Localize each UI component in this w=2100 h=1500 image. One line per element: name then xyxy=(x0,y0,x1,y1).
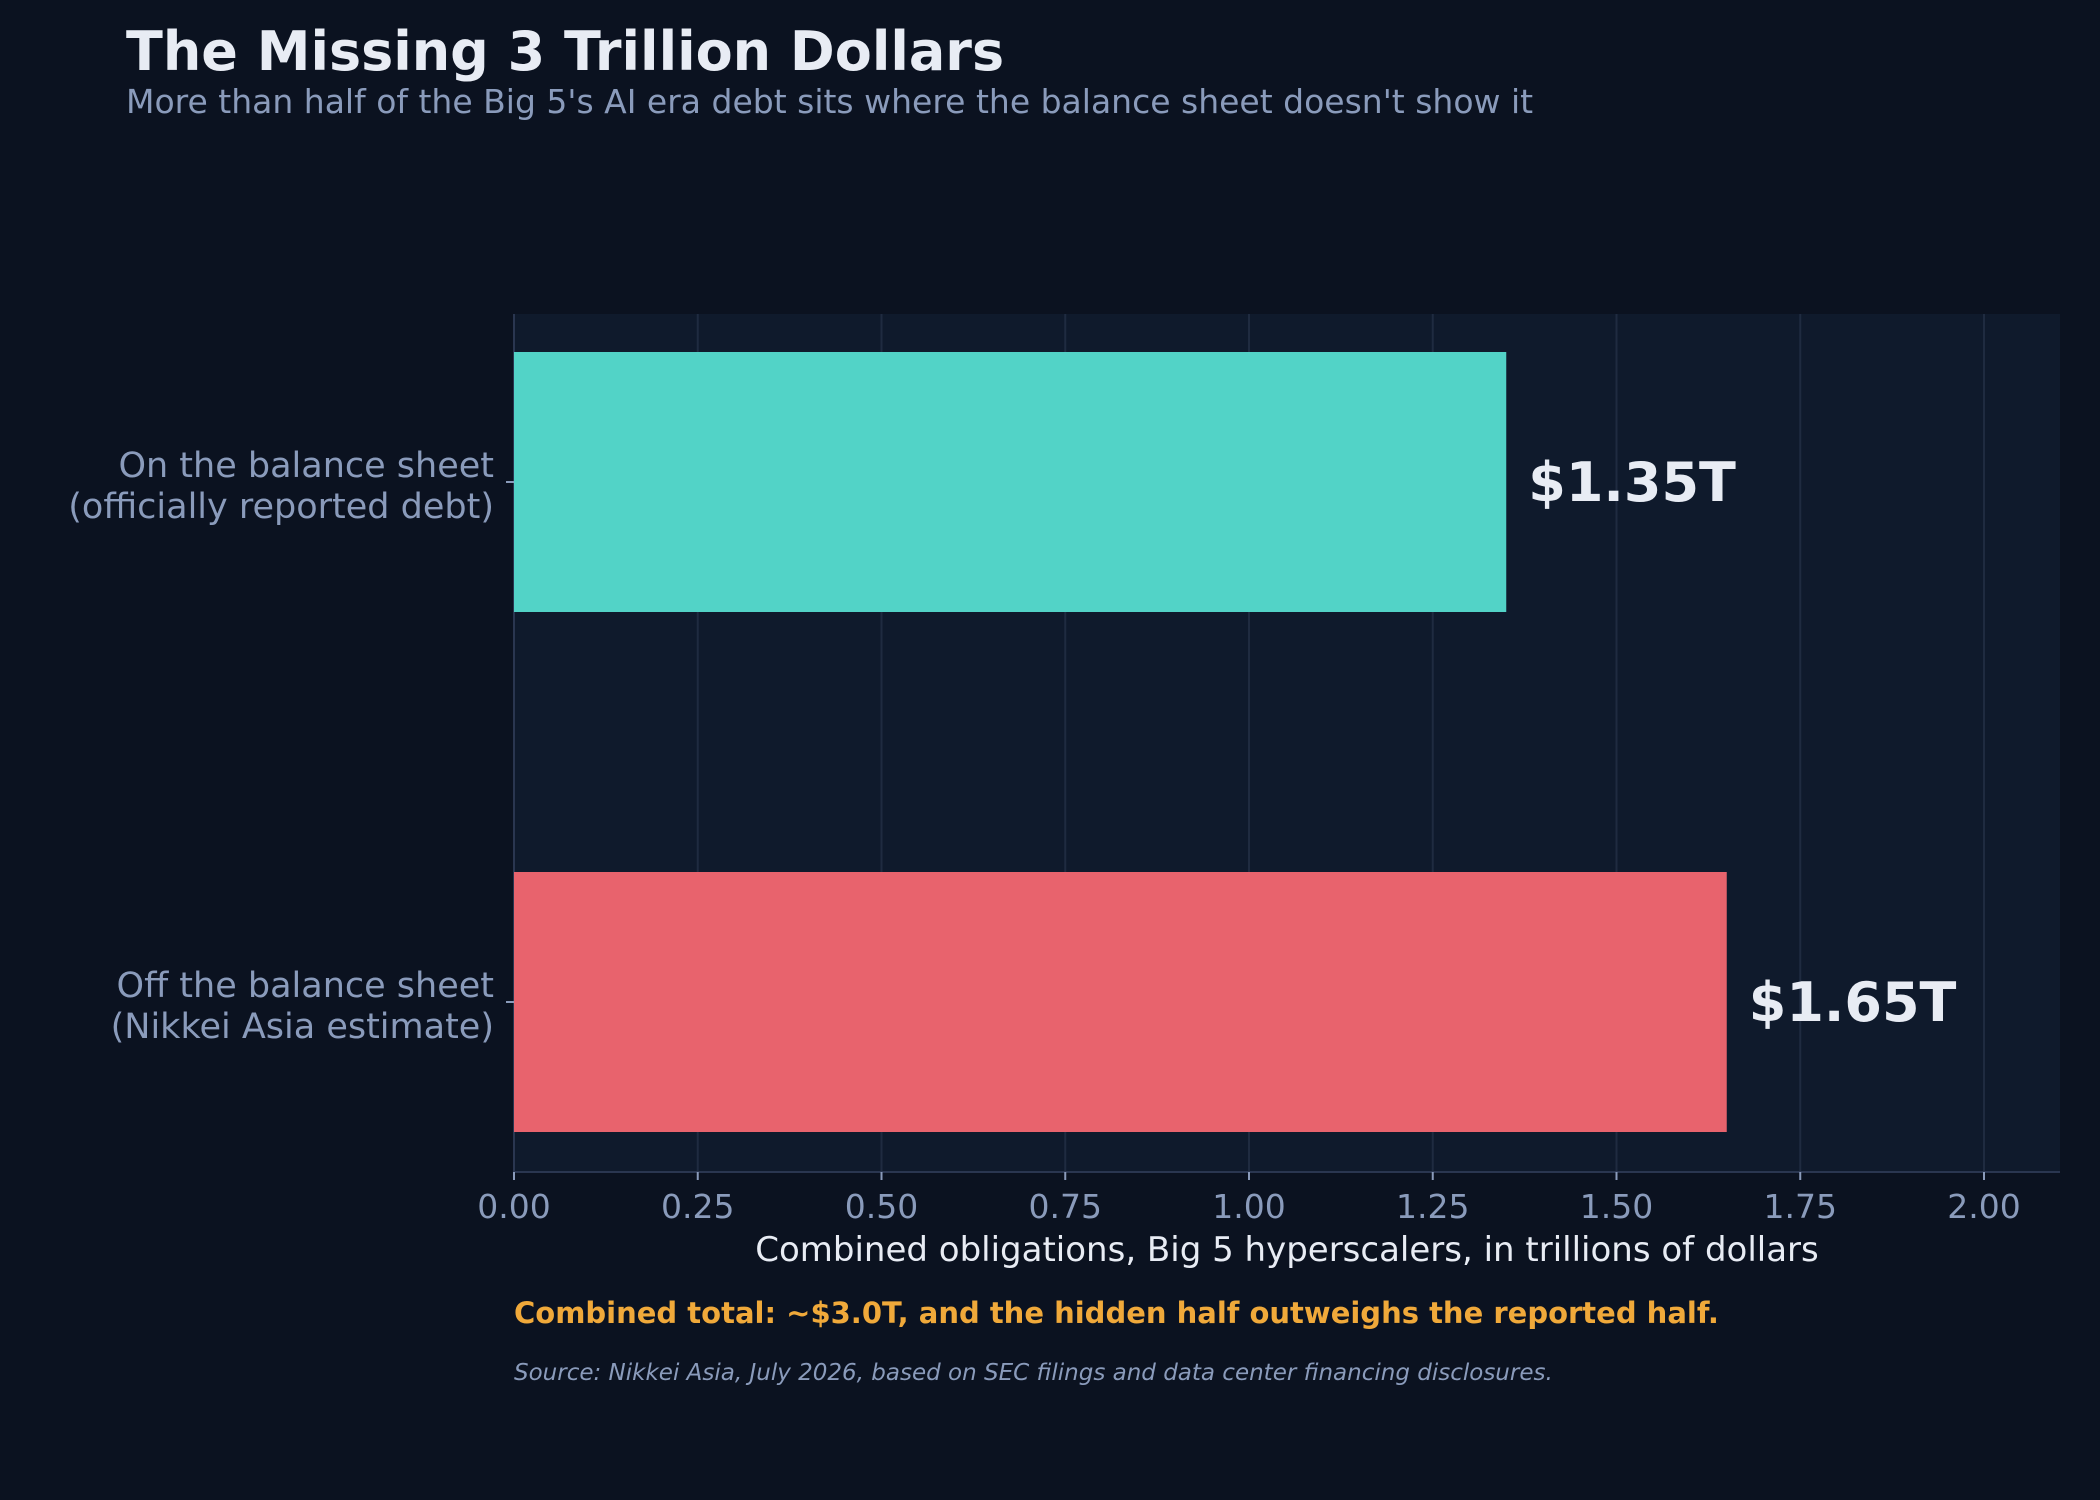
x-tick-label: 0.25 xyxy=(661,1187,734,1226)
source-note: Source: Nikkei Asia, July 2026, based on… xyxy=(514,1360,1553,1386)
total-callout: Combined total: ~$3.0T, and the hidden h… xyxy=(514,1296,1719,1330)
x-tick-label: 2.00 xyxy=(1947,1187,2020,1226)
x-tick-label: 0.75 xyxy=(1029,1187,1102,1226)
x-tick-label: 1.75 xyxy=(1764,1187,1837,1226)
x-tick-label: 0.50 xyxy=(845,1187,918,1226)
category-label-off-balance: Off the balance sheet (Nikkei Asia estim… xyxy=(111,966,494,1048)
bar-on-balance xyxy=(514,352,1507,612)
category-label-line: (officially reported debt) xyxy=(68,487,494,527)
category-label-line: Off the balance sheet xyxy=(116,966,494,1006)
bar-value-label: $1.35T xyxy=(1528,451,1736,514)
bar-value-label: $1.65T xyxy=(1749,971,1957,1034)
category-label-on-balance: On the balance sheet (officially reporte… xyxy=(68,446,494,528)
category-label-line: (Nikkei Asia estimate) xyxy=(110,1007,494,1047)
chart-subtitle: More than half of the Big 5's AI era deb… xyxy=(126,82,1534,121)
bar-off-balance xyxy=(514,872,1727,1132)
chart-title: The Missing 3 Trillion Dollars xyxy=(126,20,1005,83)
x-tick-label: 1.25 xyxy=(1396,1187,1469,1226)
x-tick-label: 0.00 xyxy=(477,1187,550,1226)
x-axis-label: Combined obligations, Big 5 hyperscalers… xyxy=(755,1230,1819,1270)
x-tick-label: 1.00 xyxy=(1212,1187,1285,1226)
category-label-line: On the balance sheet xyxy=(118,446,494,486)
x-tick-label: 1.50 xyxy=(1580,1187,1653,1226)
